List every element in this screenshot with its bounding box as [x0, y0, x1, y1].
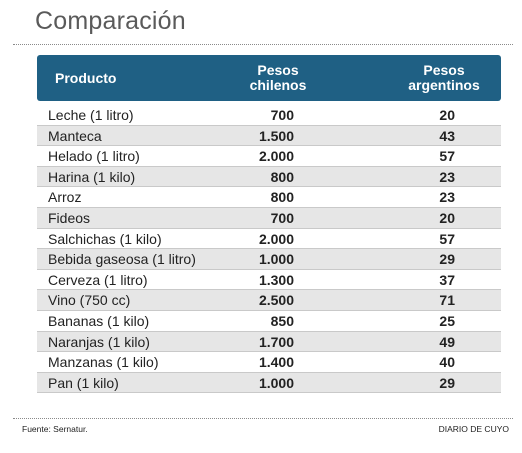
cell-argentine-pesos: 29: [439, 251, 455, 268]
cell-argentine-pesos: 57: [439, 148, 455, 165]
cell-argentine-pesos: 20: [439, 209, 455, 226]
cell-chilean-pesos: 2.000: [258, 230, 294, 247]
cell-argentine-pesos: 25: [439, 312, 455, 329]
page-title: Comparación: [35, 7, 186, 35]
cell-chilean-pesos: 2.000: [258, 148, 294, 165]
cell-chilean-pesos: 800: [270, 189, 294, 206]
cell-chilean-pesos: 1.300: [258, 271, 294, 288]
table-row: Manteca 1.500 43: [37, 125, 501, 147]
cell-argentine-pesos: 40: [439, 354, 455, 371]
cell-argentine-pesos: 57: [439, 230, 455, 247]
table-row: Bebida gaseosa (1 litro) 1.000 29: [37, 249, 501, 270]
cell-chilean-pesos: 2.500: [258, 292, 294, 309]
cell-chilean-pesos: 700: [270, 209, 294, 226]
source-note: Fuente: Sernatur.: [22, 424, 88, 434]
table-row: Naranjas (1 kilo) 1.700 49: [37, 331, 501, 353]
cell-argentine-pesos: 49: [439, 333, 455, 350]
price-comparison-table: Leche (1 litro) 700 20 Manteca 1.500 43 Helado…: [37, 105, 501, 394]
table-row: Bananas (1 kilo) 850 25: [37, 311, 501, 332]
table-header: Producto Pesos chilenos Pesos argentinos: [37, 55, 501, 101]
header-argentine-pesos: Pesos argentinos: [397, 55, 491, 101]
cell-chilean-pesos: 1.500: [258, 127, 294, 144]
cell-product: Pan (1 kilo): [48, 374, 119, 391]
cell-chilean-pesos: 1.000: [258, 251, 294, 268]
table-row: Vino (750 cc) 2.500 71: [37, 290, 501, 311]
cell-argentine-pesos: 20: [439, 107, 455, 123]
cell-product: Bebida gaseosa (1 litro): [48, 251, 196, 268]
cell-chilean-pesos: 1.700: [258, 333, 294, 350]
cell-product: Naranjas (1 kilo): [48, 333, 150, 350]
cell-product: Fideos: [48, 209, 91, 226]
cell-chilean-pesos: 700: [270, 107, 294, 123]
cell-product: Bananas (1 kilo): [48, 312, 150, 329]
cell-product: Helado (1 litro): [48, 148, 140, 165]
cell-argentine-pesos: 43: [439, 127, 455, 144]
cell-argentine-pesos: 23: [439, 189, 455, 206]
cell-chilean-pesos: 850: [270, 312, 294, 329]
cell-chilean-pesos: 800: [270, 168, 294, 185]
cell-product: Salchichas (1 kilo): [48, 230, 162, 247]
cell-argentine-pesos: 71: [439, 292, 455, 309]
table-row: Arroz 800 23: [37, 187, 501, 208]
cell-product: Manteca: [48, 127, 102, 144]
cell-product: Manzanas (1 kilo): [48, 354, 159, 371]
table-row: Salchichas (1 kilo) 2.000 57: [37, 229, 501, 250]
cell-product: Arroz: [48, 189, 82, 206]
cell-chilean-pesos: 1.400: [258, 354, 294, 371]
credit-note: DIARIO DE CUYO: [438, 424, 509, 434]
header-product: Producto: [55, 69, 117, 86]
header-chilean-pesos: Pesos chilenos: [233, 55, 323, 101]
cell-product: Harina (1 kilo): [48, 168, 136, 185]
top-dotted-divider: [13, 44, 513, 45]
cell-argentine-pesos: 23: [439, 168, 455, 185]
cell-argentine-pesos: 37: [439, 271, 455, 288]
header-argentine-line1: Pesos: [423, 62, 465, 78]
header-chilean-line1: Pesos: [257, 62, 299, 78]
table-row: Harina (1 kilo) 800 23: [37, 166, 501, 188]
header-argentine-line2: argentinos: [408, 77, 480, 93]
cell-product: Vino (750 cc): [48, 292, 131, 309]
table-row: Fideos 700 20: [37, 207, 501, 229]
cell-chilean-pesos: 1.000: [258, 374, 294, 391]
cell-product: Cerveza (1 litro): [48, 271, 148, 288]
bottom-dotted-divider: [13, 418, 513, 419]
cell-product: Leche (1 litro): [48, 107, 134, 123]
table-row: Cerveza (1 litro) 1.300 37: [37, 270, 501, 291]
header-chilean-line2: chilenos: [249, 77, 307, 93]
table-row: Pan (1 kilo) 1.000 29: [37, 372, 501, 394]
table-row: Helado (1 litro) 2.000 57: [37, 146, 501, 167]
table-row: Manzanas (1 kilo) 1.400 40: [37, 352, 501, 373]
table-row: Leche (1 litro) 700 20: [37, 105, 501, 126]
cell-argentine-pesos: 29: [439, 374, 455, 391]
